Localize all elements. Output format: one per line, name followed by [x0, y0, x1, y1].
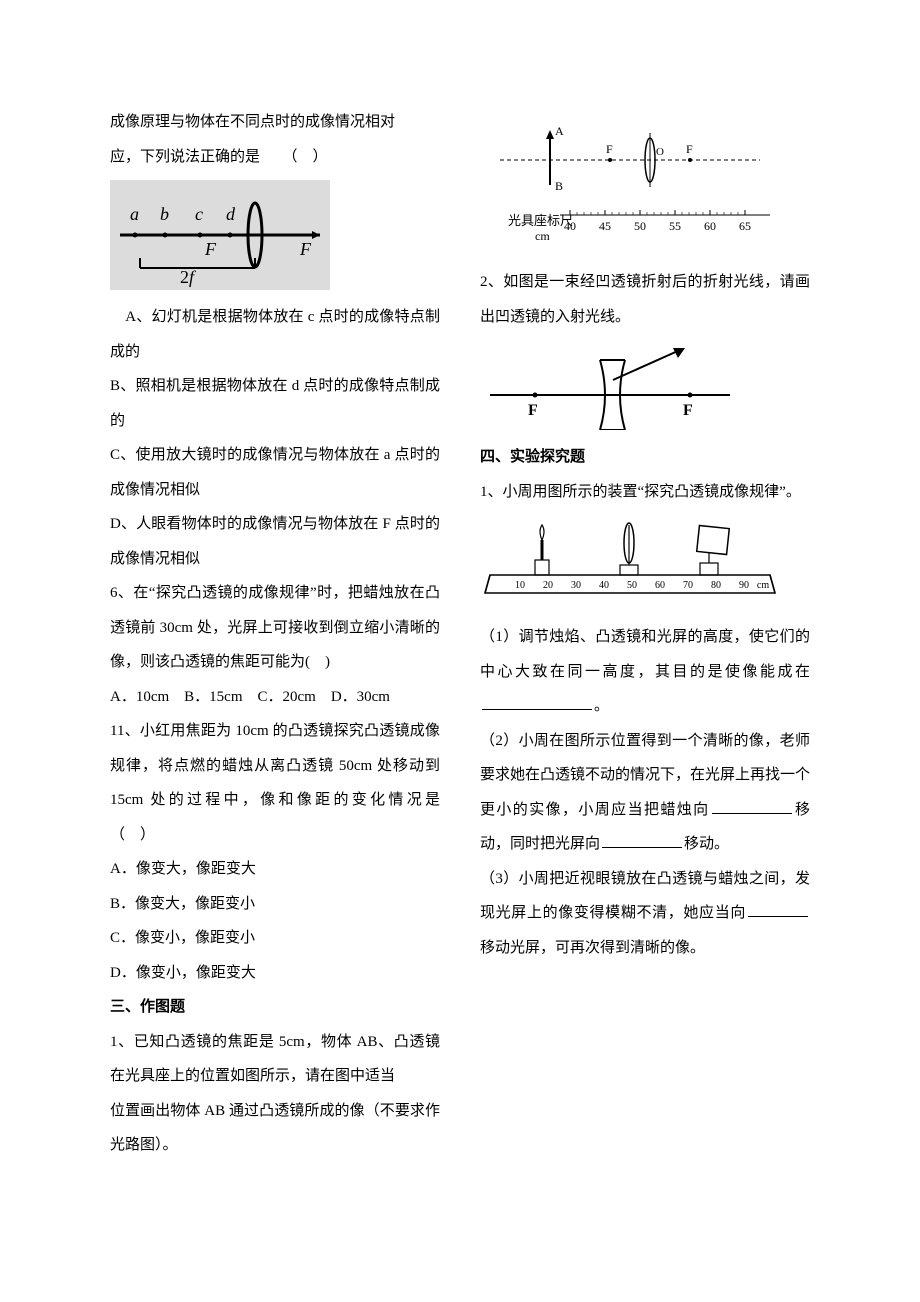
- figure-lens-abcd: a b c d F F 2f: [110, 180, 440, 290]
- svg-text:F: F: [204, 239, 217, 259]
- question-6-choices: A．10cm B．15cm C．20cm D．30cm: [110, 680, 440, 715]
- svg-text:80: 80: [711, 580, 721, 591]
- section3-q1-cont: 位置画出物体 AB 通过凸透镜所成的像（不要求作光路图）。: [110, 1094, 440, 1163]
- figure-optical-bench-setup: 10 20 30 40 50 60 70 80 90 cm: [480, 515, 810, 610]
- question-6: 6、在“探究凸透镜的成像规律”时，把蜡烛放在凸透镜前 30cm 处，光屏上可接收…: [110, 576, 440, 680]
- p2-text-c: 移动。: [684, 836, 729, 852]
- svg-text:45: 45: [599, 219, 611, 233]
- section-3-heading: 三、作图题: [110, 990, 440, 1025]
- svg-text:F: F: [299, 239, 312, 259]
- q11-d: D．像变小，像距变大: [110, 956, 440, 991]
- svg-text:20: 20: [543, 580, 553, 591]
- option-c: C、使用放大镜时的成像情况与物体放在 a 点时的成像情况相似: [110, 438, 440, 507]
- p1-text-a: （1）调节烛焰、凸透镜和光屏的高度，使它们的中心大致在同一高度，其目的是使像能成…: [480, 629, 810, 680]
- svg-text:B: B: [555, 179, 563, 193]
- svg-text:40: 40: [564, 219, 576, 233]
- svg-text:c: c: [195, 204, 203, 224]
- q-intro-line1: 成像原理与物体在不同点时的成像情况相对: [110, 105, 440, 140]
- p3-text-b: 移动光屏，可再次得到清晰的像。: [480, 940, 705, 956]
- svg-text:F: F: [686, 142, 693, 156]
- svg-text:70: 70: [683, 580, 693, 591]
- svg-text:O: O: [656, 146, 664, 158]
- section4-p3: （3）小周把近视眼镜放在凸透镜与蜡烛之间，发现光屏上的像变得模糊不清，她应当向移…: [480, 862, 810, 966]
- svg-text:55: 55: [669, 219, 681, 233]
- svg-text:cm: cm: [535, 229, 550, 243]
- option-b: B、照相机是根据物体放在 d 点时的成像特点制成的: [110, 369, 440, 438]
- figure-optical-bench-ab: A B F F O 光具座标尺 cm 40 45 50 55 60 65: [480, 105, 810, 255]
- blank-4: [748, 901, 808, 918]
- q11-b: B．像变大，像距变小: [110, 887, 440, 922]
- svg-text:30: 30: [571, 580, 581, 591]
- option-a: A、幻灯机是根据物体放在 c 点时的成像特点制成的: [110, 300, 440, 369]
- section4-q1: 1、小周用图所示的装置“探究凸透镜成像规律”。: [480, 475, 810, 510]
- q11-c: C．像变小，像距变小: [110, 921, 440, 956]
- page-body: 成像原理与物体在不同点时的成像情况相对 应，下列说法正确的是 （ ） a b c…: [0, 0, 920, 1302]
- svg-text:50: 50: [627, 580, 637, 591]
- svg-text:60: 60: [655, 580, 665, 591]
- svg-text:a: a: [130, 204, 139, 224]
- blank-2: [712, 797, 792, 814]
- figure-concave-lens: F F: [480, 340, 810, 430]
- section3-q2: 2、如图是一束经凹透镜折射后的折射光线，请画出凹透镜的入射光线。: [480, 265, 810, 334]
- option-d: D、人眼看物体时的成像情况与物体放在 F 点时的成像情况相似: [110, 507, 440, 576]
- svg-text:F: F: [683, 402, 693, 419]
- section4-p2: （2）小周在图所示位置得到一个清晰的像，老师要求她在凸透镜不动的情况下，在光屏上…: [480, 724, 810, 862]
- svg-text:F: F: [528, 402, 538, 419]
- section3-q1: 1、已知凸透镜的焦距是 5cm，物体 AB、凸透镜在光具座上的位置如图所示，请在…: [110, 1025, 440, 1094]
- svg-text:d: d: [226, 204, 236, 224]
- blank-3: [602, 832, 682, 849]
- svg-text:60: 60: [704, 219, 716, 233]
- svg-text:50: 50: [634, 219, 646, 233]
- svg-text:b: b: [160, 204, 169, 224]
- q-intro-line2: 应，下列说法正确的是 （ ）: [110, 140, 440, 175]
- svg-text:65: 65: [739, 219, 751, 233]
- svg-text:40: 40: [599, 580, 609, 591]
- p1-text-b: 。: [594, 698, 609, 714]
- section4-p1: （1）调节烛焰、凸透镜和光屏的高度，使它们的中心大致在同一高度，其目的是使像能成…: [480, 620, 810, 724]
- svg-text:10: 10: [515, 580, 525, 591]
- blank-1: [482, 694, 592, 711]
- svg-text:90: 90: [739, 580, 749, 591]
- svg-text:cm: cm: [757, 580, 769, 591]
- question-11: 11、小红用焦距为 10cm 的凸透镜探究凸透镜成像规律，将点燃的蜡烛从离凸透镜…: [110, 714, 440, 852]
- svg-text:A: A: [555, 124, 564, 138]
- svg-text:F: F: [606, 142, 613, 156]
- section-4-heading: 四、实验探究题: [480, 440, 810, 475]
- q11-a: A．像变大，像距变大: [110, 852, 440, 887]
